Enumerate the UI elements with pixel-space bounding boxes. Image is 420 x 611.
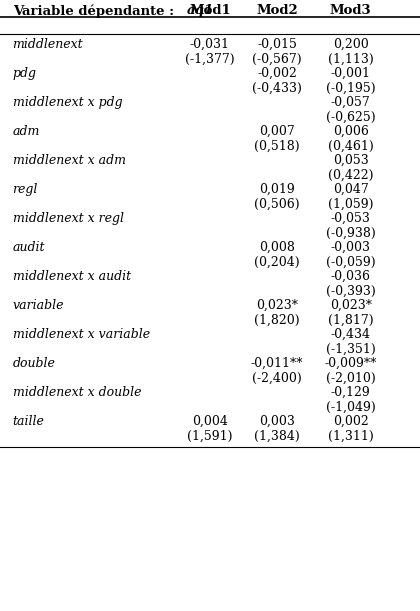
Text: (-1,377): (-1,377) — [185, 53, 235, 65]
Text: 0,003: 0,003 — [259, 415, 295, 428]
Text: (1,817): (1,817) — [328, 313, 373, 326]
Text: 0,006: 0,006 — [333, 125, 369, 138]
Text: (-0,938): (-0,938) — [326, 227, 375, 240]
Text: middlenext: middlenext — [13, 38, 83, 51]
Text: 0,008: 0,008 — [259, 241, 295, 254]
Text: 0,019: 0,019 — [259, 183, 295, 196]
Text: (-0,625): (-0,625) — [326, 111, 375, 123]
Text: -0,129: -0,129 — [331, 386, 370, 399]
Text: double: double — [13, 357, 55, 370]
Text: -0,001: -0,001 — [331, 67, 371, 80]
Text: (-0,393): (-0,393) — [326, 285, 375, 298]
Text: (-0,195): (-0,195) — [326, 81, 375, 95]
Text: -0,434: -0,434 — [331, 328, 371, 341]
Text: (0,461): (0,461) — [328, 139, 373, 153]
Text: (0,204): (0,204) — [255, 255, 300, 268]
Text: Mod3: Mod3 — [330, 4, 372, 17]
Text: pdg: pdg — [13, 67, 37, 80]
Text: Variable dépendante :: Variable dépendante : — [13, 4, 178, 18]
Text: 0,023*: 0,023* — [256, 299, 298, 312]
Text: middlenext x audit: middlenext x audit — [13, 270, 131, 283]
Text: aq1: aq1 — [186, 4, 214, 17]
Text: -0,003: -0,003 — [331, 241, 371, 254]
Text: 0,023*: 0,023* — [330, 299, 372, 312]
Text: (1,820): (1,820) — [255, 313, 300, 326]
Text: Mod2: Mod2 — [256, 4, 298, 17]
Text: (-2,400): (-2,400) — [252, 371, 302, 384]
Text: (0,422): (0,422) — [328, 169, 373, 181]
Text: (0,518): (0,518) — [255, 139, 300, 153]
Text: 0,047: 0,047 — [333, 183, 369, 196]
Text: (-0,433): (-0,433) — [252, 81, 302, 95]
Text: middlenext x variable: middlenext x variable — [13, 328, 150, 341]
Text: 0,053: 0,053 — [333, 154, 369, 167]
Text: -0,009**: -0,009** — [325, 357, 377, 370]
Text: (1,059): (1,059) — [328, 197, 373, 211]
Text: -0,057: -0,057 — [331, 96, 370, 109]
Text: middlenext x regl: middlenext x regl — [13, 212, 123, 225]
Text: (-0,059): (-0,059) — [326, 255, 375, 268]
Text: (-1,351): (-1,351) — [326, 343, 375, 356]
Text: (-0,567): (-0,567) — [252, 53, 302, 65]
Text: 0,007: 0,007 — [259, 125, 295, 138]
Text: (-2,010): (-2,010) — [326, 371, 375, 384]
Text: middlenext x pdg: middlenext x pdg — [13, 96, 122, 109]
Text: 0,200: 0,200 — [333, 38, 369, 51]
Text: adm: adm — [13, 125, 40, 138]
Text: (1,311): (1,311) — [328, 430, 373, 442]
Text: variable: variable — [13, 299, 64, 312]
Text: (0,506): (0,506) — [255, 197, 300, 211]
Text: -0,015: -0,015 — [257, 38, 297, 51]
Text: taille: taille — [13, 415, 45, 428]
Text: (1,113): (1,113) — [328, 53, 373, 65]
Text: regl: regl — [13, 183, 38, 196]
Text: 0,002: 0,002 — [333, 415, 369, 428]
Text: middlenext x double: middlenext x double — [13, 386, 141, 399]
Text: -0,036: -0,036 — [331, 270, 371, 283]
Text: -0,011**: -0,011** — [251, 357, 303, 370]
Text: Mod1: Mod1 — [189, 4, 231, 17]
Text: -0,053: -0,053 — [331, 212, 370, 225]
Text: (1,384): (1,384) — [255, 430, 300, 442]
Text: 0,004: 0,004 — [192, 415, 228, 428]
Text: audit: audit — [13, 241, 45, 254]
Text: (1,591): (1,591) — [187, 430, 233, 442]
Text: middlenext x adm: middlenext x adm — [13, 154, 126, 167]
Text: -0,002: -0,002 — [257, 67, 297, 80]
Text: -0,031: -0,031 — [190, 38, 230, 51]
Text: (-1,049): (-1,049) — [326, 400, 375, 414]
